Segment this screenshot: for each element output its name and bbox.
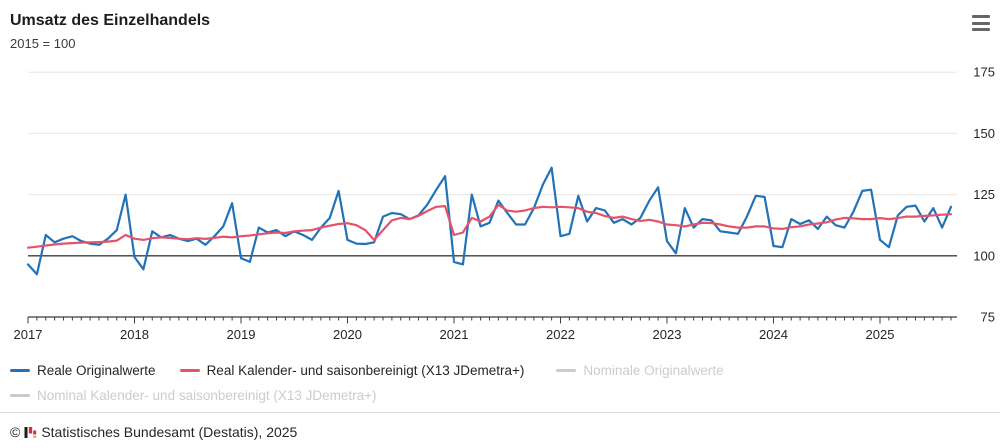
page-title: Umsatz des Einzelhandels [10,12,211,29]
svg-text:2017: 2017 [14,327,43,342]
destatis-logo-icon [24,426,37,438]
page-subtitle: 2015 = 100 [10,36,76,51]
svg-text:75: 75 [981,310,995,325]
legend-line-swatch-red-icon [179,369,200,372]
legend-label: Real Kalender- und saisonbereinigt (X13 … [206,363,525,378]
y-axis-labels: 75 100 125 150 175 [973,65,995,325]
legend-label: Reale Originalwerte [37,363,156,378]
svg-text:2018: 2018 [120,327,149,342]
retail-turnover-line-chart: 2017 2018 2019 2020 2021 2022 2023 2024 2025 75 10… [14,65,995,342]
chart-legend: Reale Originalwerte Real Kalender- und s… [10,358,990,408]
legend-label: Nominal Kalender- und saisonbereinigt (X… [37,388,377,403]
svg-text:2025: 2025 [866,327,895,342]
legend-line-swatch-gray-icon [10,394,30,397]
svg-text:2021: 2021 [440,327,469,342]
svg-text:2019: 2019 [227,327,256,342]
series-line-0 [26,166,953,276]
svg-text:150: 150 [973,126,995,141]
legend-item-nominal-saisonbereinigt[interactable]: Nominal Kalender- und saisonbereinigt (X… [10,383,377,408]
legend-item-real-saisonbereinigt[interactable]: Real Kalender- und saisonbereinigt (X13 … [179,358,525,383]
footer-divider: © Statistisches Bundesamt (Destatis), 20… [0,412,1000,442]
svg-text:2022: 2022 [546,327,575,342]
chart-context-menu-button[interactable] [970,14,992,32]
legend-label: Nominale Originalwerte [583,363,724,378]
copyright-symbol: © [10,424,21,440]
svg-text:2024: 2024 [759,327,788,342]
x-axis-labels: 2017 2018 2019 2020 2021 2022 2023 2024 2025 [14,327,895,342]
legend-line-swatch-blue-icon [10,369,30,372]
gridlines [28,71,957,257]
legend-item-nominale-originalwerte[interactable]: Nominale Originalwerte [556,358,724,383]
svg-text:2023: 2023 [653,327,682,342]
legend-item-reale-originalwerte[interactable]: Reale Originalwerte [10,358,156,383]
legend-line-swatch-gray-icon [556,369,577,372]
svg-text:2020: 2020 [333,327,362,342]
svg-text:125: 125 [973,187,995,202]
x-axis [27,316,957,324]
credits-link[interactable]: © Statistisches Bundesamt (Destatis), 20… [10,424,297,440]
svg-text:175: 175 [973,65,995,80]
credits-text: Statistisches Bundesamt (Destatis), 2025 [41,424,298,440]
svg-text:100: 100 [973,248,995,263]
series-line-1 [26,203,953,249]
